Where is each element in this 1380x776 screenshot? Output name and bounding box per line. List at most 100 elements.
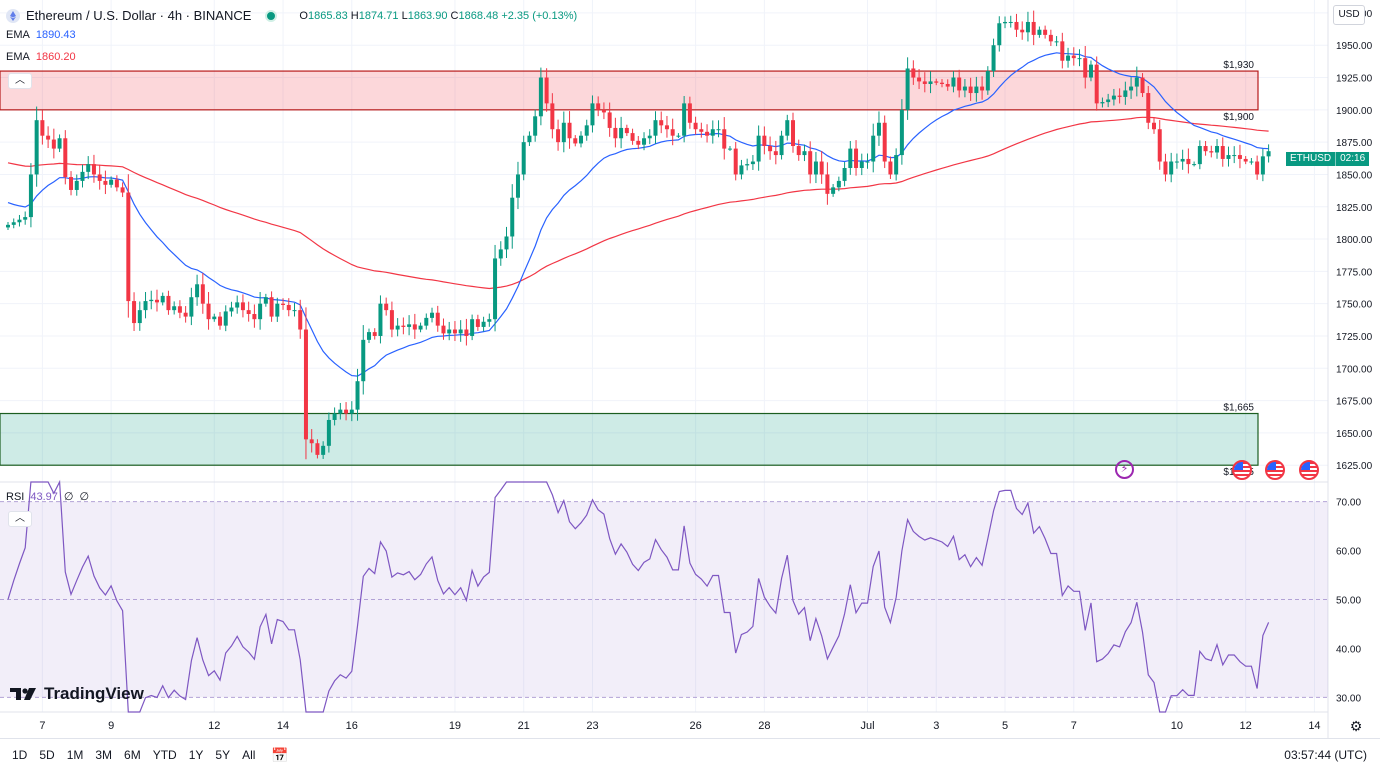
candle-body [1014,21,1019,30]
candle-body [160,295,165,303]
price-tick-label: 1775.00 [1336,267,1373,278]
time-tick-label: 28 [758,720,770,732]
candle-body [223,311,228,326]
candle-body [865,161,870,163]
rsi-tick-label: 30.00 [1336,693,1361,704]
timeframe-1d-button[interactable]: 1D [12,748,28,762]
candle-body [1140,77,1145,94]
candle-body [527,135,532,143]
candle-body [831,187,836,194]
candle-body [750,161,755,165]
candle-body [985,71,990,91]
low-label: L [401,9,408,22]
timeframe-ytd-button[interactable]: YTD [152,748,177,762]
candle-body [1243,158,1248,162]
close-value: 1868.48 [458,9,499,22]
time-tick-label: 10 [1171,720,1183,732]
candle-body [1083,58,1088,78]
candle-body [212,316,217,320]
timeframe-5y-button[interactable]: 5Y [215,748,231,762]
candle-body [642,138,647,145]
tradingview-logo[interactable]: TradingView [10,684,144,704]
date-range-icon[interactable]: 📅 [271,746,289,763]
candle-body [189,297,194,317]
candle-body [739,165,744,175]
candle-body [23,217,28,220]
price-tick-label: 1900.00 [1336,106,1373,117]
candle-body [200,284,205,304]
candle-body [366,332,371,340]
candle-body [922,81,927,84]
candle-body [447,329,452,334]
candle-body [596,103,601,110]
rsi-legend[interactable]: RSI 43.97 ∅ ∅ [6,490,90,504]
candle-body [601,109,606,113]
us-flag-event-icon[interactable] [1265,460,1285,480]
candle-body [899,109,904,156]
candle-body [114,179,119,188]
candle-body [733,148,738,175]
candle-body [808,151,813,175]
rsi-extra-2: ∅ [79,491,90,503]
candle-body [298,310,303,330]
candle-body [510,197,515,237]
high-label: H [350,9,359,22]
candle-body [120,187,125,193]
candle-body [905,68,910,110]
candle-body [768,146,773,152]
price-tick-label: 1750.00 [1336,300,1373,311]
timeframe-buttons: 1D 5D 1M 3M 6M YTD 1Y 5Y All [0,748,255,762]
candle-body [332,413,337,420]
candle-body [6,224,10,228]
candle-body [515,174,520,198]
candle-body [911,68,916,78]
symbol-legend[interactable]: Ethereum / U.S. Dollar · 4h · BINANCE O1… [6,8,577,23]
timeframe-all-button[interactable]: All [242,748,256,762]
candle-body [676,135,681,137]
timeframe-1y-button[interactable]: 1Y [188,748,204,762]
timeframe-6m-button[interactable]: 6M [124,748,141,762]
candle-body [1117,95,1122,97]
candle-body [275,303,280,317]
time-tick-label: 3 [933,720,939,732]
candle-body [17,219,22,223]
ema-fast-legend[interactable]: EMA 1890.43 [6,29,76,41]
utc-clock[interactable]: 03:57:44 (UTC) [1284,748,1367,762]
candle-body [412,324,417,330]
candle-body [103,180,108,185]
zone-label-top: $1,930 [1223,60,1254,71]
us-flag-event-icon[interactable] [1299,460,1319,480]
last-price-badge: ETHUSD 02:16 [1286,152,1370,166]
candle-body [556,129,561,143]
candle-body [607,112,612,128]
candle-body [1220,146,1225,159]
candle-body [252,314,257,320]
candle-body [1197,146,1202,165]
collapse-legend-button[interactable]: ︿ [8,73,32,89]
candle-body [859,161,864,168]
lightning-icon[interactable]: ⚡ [1115,460,1134,479]
collapse-rsi-button[interactable]: ︿ [8,511,32,527]
open-value: 1865.83 [307,9,348,22]
candle-body [796,146,801,156]
bar-countdown: 02:16 [1335,152,1369,166]
us-flag-event-icon[interactable] [1232,460,1252,480]
candle-body [1094,64,1099,104]
candle-body [991,45,996,72]
symbol-title[interactable]: Ethereum / U.S. Dollar · 4h · BINANCE [26,8,252,23]
timeframe-1m-button[interactable]: 1M [66,748,84,762]
candle-body [630,133,635,141]
candle-body [326,419,331,446]
candle-body [1066,55,1071,61]
timeframe-3m-button[interactable]: 3M [95,748,113,762]
currency-button[interactable]: USD [1333,5,1365,25]
timeframe-5d-button[interactable]: 5D [39,748,55,762]
price-tick-label: 1875.00 [1336,138,1373,149]
settings-icon[interactable]: ⚙ [1349,718,1363,734]
candle-body [355,381,360,410]
candle-body [1111,95,1116,100]
candle-body [1008,21,1013,23]
ema-slow-legend[interactable]: EMA 1860.20 [6,51,76,63]
candle-body [97,174,102,181]
